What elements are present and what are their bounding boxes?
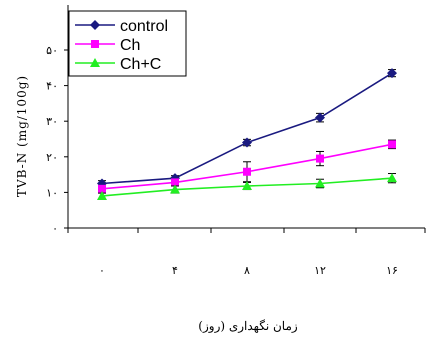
x-tick-label: ۰	[99, 264, 105, 277]
legend: control Ch Ch+C	[68, 10, 187, 77]
legend-label: control	[120, 18, 168, 35]
data-point	[243, 167, 251, 176]
data-point	[387, 173, 397, 183]
data-point	[242, 137, 252, 148]
axes: ۰ ۱۰ ۲۰ ۳۰ ۴۰ ۵۰ ۰ ۴ ۸ ۱۲ ۱۶ زمان نگهداری (روز) TVB-…	[15, 5, 426, 333]
data-point	[91, 40, 99, 48]
data-point	[387, 68, 397, 79]
x-axis-title: زمان نگهداری (روز)	[198, 319, 298, 333]
y-tick-label: ۰	[52, 222, 58, 235]
x-tick-label: ۱۶	[386, 264, 398, 277]
data-point	[315, 178, 325, 188]
data-point	[242, 180, 252, 190]
y-tick-label: ۴۰	[46, 80, 58, 93]
legend-label: Ch+C	[120, 56, 161, 73]
y-tick-label: ۲۰	[46, 151, 58, 164]
x-tick-label: ۸	[244, 264, 250, 277]
data-point	[316, 154, 324, 163]
data-point	[90, 58, 100, 67]
y-tick-label: ۱۰	[46, 186, 58, 199]
data-point	[170, 184, 180, 194]
data-point	[98, 184, 106, 193]
data-point	[171, 178, 179, 187]
x-tick-label: ۴	[172, 264, 178, 277]
y-tick-label: ۳۰	[46, 115, 58, 128]
data-point	[315, 112, 325, 123]
series-group	[97, 68, 397, 200]
x-tick-label: ۱۲	[314, 264, 326, 277]
data-point	[97, 190, 107, 200]
data-point	[90, 20, 100, 30]
legend-label: Ch	[120, 37, 140, 54]
series-ch-c	[97, 173, 397, 200]
y-tick-label: ۵۰	[46, 44, 58, 57]
y-axis-title: TVB-N (mg/100g)	[15, 75, 29, 197]
data-point	[388, 140, 396, 149]
series-ch	[98, 139, 396, 193]
